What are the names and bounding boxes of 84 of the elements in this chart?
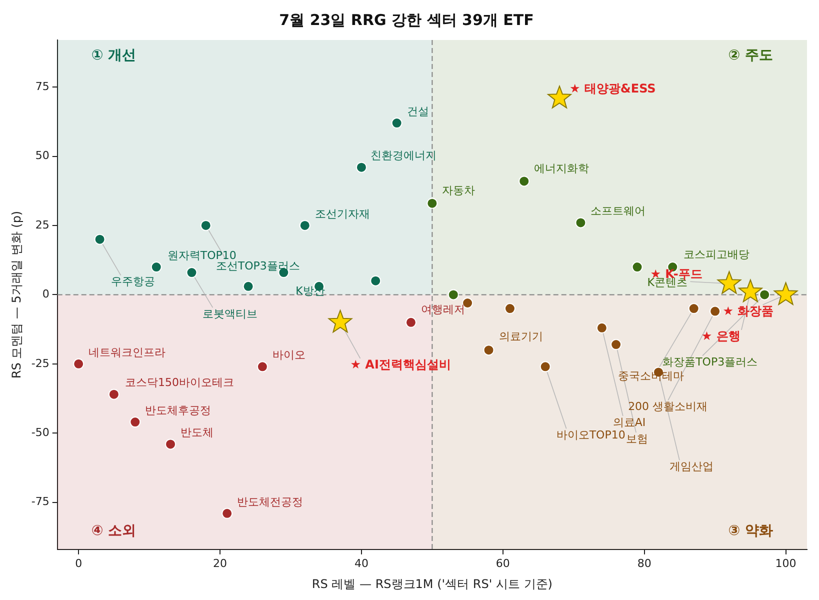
annotation: ④ 소외 (91, 523, 136, 540)
point (391, 118, 402, 129)
point (256, 361, 268, 372)
annotation: 보험 (626, 432, 648, 446)
point (774, 282, 798, 305)
point (448, 289, 459, 300)
point (596, 322, 608, 334)
annotation: ② 주도 (728, 48, 773, 64)
point (200, 220, 212, 231)
annotation: 로봇액티브 (202, 307, 258, 320)
point (738, 279, 762, 302)
point (504, 303, 516, 314)
annotation: 바이오 (272, 348, 306, 362)
point (165, 438, 176, 450)
annotation: 네트워크인프라 (88, 346, 166, 359)
annotation: 반도체후공정 (145, 404, 212, 417)
point (242, 280, 254, 292)
point (94, 234, 106, 245)
annotation: 화장품TOP3플러스 (662, 356, 758, 369)
point (518, 176, 530, 187)
annotation: ★ AI전력핵심설비 (350, 358, 451, 372)
x-tick-label: 60 (496, 556, 510, 570)
x-axis-title: RS 레벨 — RS랭크1M ('섹터 RS' 시트 기준) (312, 576, 552, 591)
point (299, 220, 310, 231)
annotation: 의료AI (612, 416, 646, 429)
point (759, 289, 770, 300)
y-tick-label: 25 (35, 218, 50, 232)
y-tick-label: -75 (31, 495, 50, 508)
y-tick-label: 75 (35, 80, 50, 93)
x-tick-label: 20 (213, 556, 228, 570)
annotation: 코스닥150바이오테크 (124, 376, 234, 390)
annotation: 소프트웨어 (590, 204, 646, 218)
point (540, 361, 551, 372)
annotation: ★ 은행 (701, 329, 740, 344)
point (356, 162, 367, 173)
point (328, 310, 352, 333)
annotation: 원자력TOP10 (167, 248, 236, 262)
annotation: 친환경에너지 (370, 149, 436, 162)
point (483, 344, 494, 356)
annotation: 조선TOP3플러스 (216, 259, 300, 272)
y-tick-label: 0 (42, 288, 50, 301)
point (610, 339, 622, 350)
annotation: 반도체전공정 (237, 495, 304, 508)
point (710, 306, 721, 317)
annotation: ★ 화장품 (722, 304, 774, 318)
annotation: 게임산업 (669, 460, 714, 474)
point (462, 298, 474, 309)
point (405, 316, 416, 328)
annotation: 의료기기 (498, 330, 543, 343)
y-axis-title: RS 모멘텀 — 5거래일 변화 (p) (9, 210, 24, 379)
point (632, 262, 643, 273)
point (688, 303, 700, 314)
annotation: 에너지화학 (534, 162, 590, 176)
point (575, 217, 586, 228)
annotation: 200 생활소비재 (628, 400, 708, 414)
x-tick-label: 100 (775, 556, 796, 570)
annotation: 여행레저 (420, 303, 465, 316)
point (717, 271, 742, 294)
chart-title: 7월 23일 RRG 강한 섹터 39개 ETF (279, 10, 534, 29)
annotation: 코스피고배당 (684, 248, 750, 261)
point (108, 388, 120, 400)
point (150, 262, 162, 273)
y-tick-label: -50 (31, 426, 50, 439)
x-tick-label: 80 (637, 556, 652, 570)
annotation: ③ 약화 (728, 523, 773, 540)
point (130, 416, 141, 428)
point (370, 275, 382, 286)
point (186, 267, 198, 278)
annotation: 건설 (406, 104, 429, 118)
point (426, 198, 438, 209)
annotation: 우주항공 (110, 275, 155, 288)
annotation: 바이오TOP10 (556, 428, 626, 442)
y-tick-label: 50 (35, 149, 50, 162)
y-tick-label: -25 (31, 356, 50, 370)
point (73, 358, 84, 370)
annotation: 반도체 (180, 426, 214, 440)
x-tick-label: 0 (75, 556, 82, 570)
point (222, 508, 233, 519)
point (548, 86, 572, 108)
annotation: 조선기자재 (314, 207, 370, 220)
x-tick-label: 40 (354, 556, 368, 570)
annotation: ① 개선 (91, 48, 136, 64)
annotation: ★ 태양광&ESS (569, 81, 656, 96)
annotation: 자동차 (442, 184, 476, 198)
